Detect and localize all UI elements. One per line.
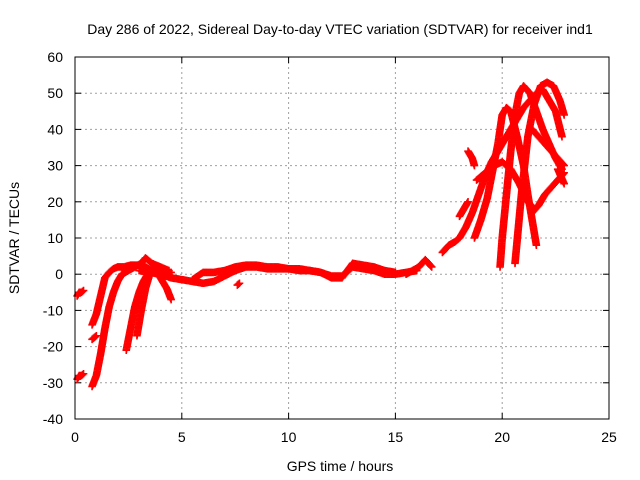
x-axis-label: GPS time / hours <box>287 458 394 474</box>
point-mark <box>78 370 87 379</box>
plot-frame <box>74 56 610 420</box>
point-mark <box>391 268 400 277</box>
series-arc7 <box>133 263 173 340</box>
y-tick-label: 60 <box>47 49 63 65</box>
y-axis-label: SDTVAR / TECUs <box>6 182 22 294</box>
chart-title: Day 286 of 2022, Sidereal Day-to-day VTE… <box>87 21 593 37</box>
x-tick-label: 0 <box>71 429 79 445</box>
x-tick-label: 5 <box>178 429 186 445</box>
series-arc14 <box>464 147 479 170</box>
series-arc11 <box>402 255 436 278</box>
series-arc5 <box>88 254 173 391</box>
series-arc20 <box>528 125 568 170</box>
y-tick-label: -30 <box>43 375 63 391</box>
point-mark <box>426 262 435 270</box>
x-tick-label: 25 <box>601 429 617 445</box>
point-mark <box>532 241 541 250</box>
point-mark <box>560 161 568 170</box>
y-tick-label: -40 <box>43 411 63 427</box>
point-mark <box>79 286 88 295</box>
point-mark <box>464 198 472 206</box>
y-tick-label: 50 <box>47 85 63 101</box>
point-mark <box>235 279 244 288</box>
data-marks <box>73 78 568 391</box>
y-tick-label: 0 <box>55 266 63 282</box>
point-mark <box>91 332 100 341</box>
x-tick-labels: 0 5 10 15 20 25 <box>71 429 617 445</box>
x-tick-label: 20 <box>494 429 510 445</box>
x-tick-label: 15 <box>388 429 404 445</box>
series-arc9 <box>188 259 400 284</box>
y-tick-label: 10 <box>47 230 63 246</box>
series-arc13 <box>455 198 472 221</box>
x-tick-label: 10 <box>281 429 297 445</box>
series-arc21 <box>553 165 568 188</box>
y-tick-label: -10 <box>43 302 63 318</box>
point-mark <box>79 369 88 378</box>
y-tick-label: 30 <box>47 158 63 174</box>
point-mark <box>559 160 568 169</box>
point-mark <box>234 280 243 288</box>
point-mark <box>427 263 436 271</box>
y-tick-label: 40 <box>47 121 63 137</box>
series-arc4 <box>88 331 101 344</box>
series-arc1 <box>73 286 88 300</box>
point-mark <box>558 132 566 141</box>
series-arc10 <box>233 279 244 289</box>
point-mark <box>167 295 175 304</box>
y-tick-label: -20 <box>43 339 63 355</box>
point-mark <box>560 111 568 119</box>
y-tick-label: 20 <box>47 194 63 210</box>
series-arc2 <box>73 369 88 383</box>
y-tick-labels: -40 -30 -20 -10 0 10 20 30 40 50 60 <box>43 49 63 427</box>
grid <box>75 57 609 419</box>
point-mark <box>78 287 87 296</box>
point-mark <box>92 331 101 340</box>
point-mark <box>560 179 568 188</box>
series-arc18 <box>511 78 568 268</box>
point-mark <box>470 161 479 170</box>
